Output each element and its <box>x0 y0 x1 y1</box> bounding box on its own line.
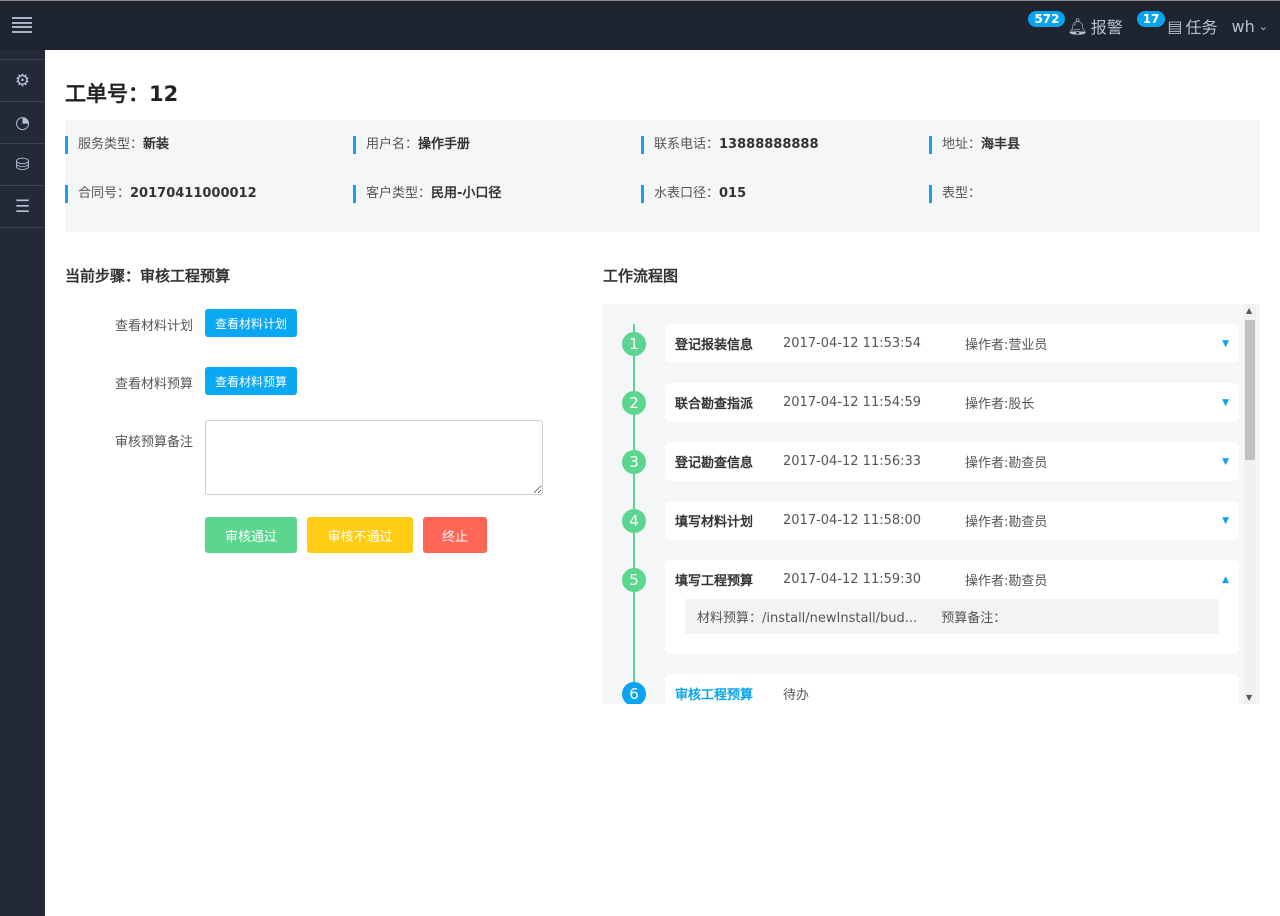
step-time: 2017-04-12 11:58:00 <box>783 513 922 528</box>
info-field: 水表口径：015 <box>641 185 746 203</box>
step-operator: 操作者:勘查员 <box>965 515 1048 530</box>
server-icon[interactable]: ☰ <box>0 186 45 228</box>
plan-label: 查看材料计划 <box>114 319 193 334</box>
flow-item[interactable]: 审核工程预算 待办 <box>665 674 1239 704</box>
step-time: 2017-04-12 11:53:54 <box>783 336 922 351</box>
step-name: 登记勘查信息 <box>675 456 754 471</box>
bell-icon: 🔔︎ <box>1067 16 1088 36</box>
info-label: 用户名： <box>366 137 419 152</box>
task-badge: 17 <box>1136 11 1166 27</box>
info-label: 客户类型： <box>366 186 432 201</box>
scroll-down-icon[interactable]: ▼ <box>1246 693 1253 702</box>
reject-button[interactable]: 审核不通过 <box>307 517 413 553</box>
info-field: 服务类型：新装 <box>65 136 169 154</box>
dashboard-icon[interactable]: ◔ <box>0 102 45 144</box>
remark-label: 审核预算备注 <box>114 435 193 450</box>
info-label: 水表口径： <box>654 186 720 201</box>
caret-down-icon[interactable]: ▼ <box>1222 338 1229 349</box>
step-name: 填写材料计划 <box>675 515 754 530</box>
scrollbar[interactable]: ▲ ▼ <box>1244 304 1256 704</box>
step-time: 2017-04-12 11:59:30 <box>783 572 922 587</box>
info-value: 海丰县 <box>981 137 1021 152</box>
step-number: 3 <box>622 450 646 474</box>
current-step-title: 当前步骤：审核工程预算 <box>65 267 231 285</box>
budget-label: 查看材料预算 <box>114 377 193 392</box>
info-label: 合同号： <box>78 186 131 201</box>
order-info: 服务类型：新装 用户名：操作手册 联系电话：13888888888 地址：海丰县合同号… <box>65 120 1260 232</box>
flow-item[interactable]: 登记报装信息 2017-04-12 11:53:54 操作者:营业员 ▼ <box>665 324 1239 363</box>
step-time: 2017-04-12 11:54:59 <box>783 395 922 410</box>
info-field: 地址：海丰县 <box>929 136 1020 154</box>
approve-button[interactable]: 审核通过 <box>205 517 297 553</box>
flow-item[interactable]: 填写工程预算 2017-04-12 11:59:30 操作者:勘查员 ▲ 材料预算：/i… <box>665 560 1239 654</box>
caret-down-icon[interactable]: ▼ <box>1222 397 1229 408</box>
info-field: 联系电话：13888888888 <box>641 136 819 154</box>
task-icon: ▤ <box>1167 16 1183 36</box>
info-value: 015 <box>719 186 747 201</box>
info-label: 表型： <box>942 186 982 201</box>
alarm-button[interactable]: 572 🔔︎ 报警 <box>1028 11 1123 38</box>
info-field: 用户名：操作手册 <box>353 136 470 154</box>
flow-item[interactable]: 登记勘查信息 2017-04-12 11:56:33 操作者:勘查员 ▼ <box>665 442 1239 481</box>
info-value: 新装 <box>143 137 170 152</box>
menu-toggle-icon[interactable] <box>12 17 32 33</box>
alarm-badge: 572 <box>1028 11 1066 27</box>
caret-down-icon[interactable]: ▼ <box>1222 456 1229 467</box>
flow-title: 工作流程图 <box>603 267 679 285</box>
drive-icon[interactable]: ⛁ <box>0 144 45 186</box>
step-detail: 材料预算：/install/newInstall/bud... 预算备注： <box>685 599 1219 634</box>
gear-icon[interactable]: ⚙ <box>0 60 45 102</box>
workflow-panel: 1 登记报装信息 2017-04-12 11:53:54 操作者:营业员 ▼ 2 联合勘查指… <box>603 304 1260 704</box>
sidebar: ⚙ ◔ ⛁ ☰ <box>0 50 45 916</box>
step-operator: 操作者:勘查员 <box>965 574 1048 589</box>
info-field: 客户类型：民用-小口径 <box>353 185 501 203</box>
sidebar-spacer <box>0 50 45 60</box>
info-field: 合同号：20170411000012 <box>65 185 257 203</box>
scrollbar-thumb[interactable] <box>1245 320 1255 460</box>
step-operator: 操作者:营业员 <box>965 338 1048 353</box>
budget-link[interactable]: 材料预算：/install/newInstall/bud... <box>697 611 918 626</box>
view-plan-button[interactable]: 查看材料计划 <box>205 309 297 337</box>
remark-input[interactable] <box>205 420 543 495</box>
flow-item[interactable]: 填写材料计划 2017-04-12 11:58:00 操作者:勘查员 ▼ <box>665 501 1239 540</box>
step-name: 联合勘查指派 <box>675 397 754 412</box>
info-value: 13888888888 <box>719 137 819 152</box>
step-number: 6 <box>622 682 646 704</box>
info-label: 地址： <box>942 137 982 152</box>
step-time: 待办 <box>783 688 810 703</box>
step-name: 填写工程预算 <box>675 574 754 589</box>
step-name: 审核工程预算 <box>675 688 754 703</box>
step-operator: 操作者:股长 <box>965 397 1035 412</box>
info-label: 联系电话： <box>654 137 720 152</box>
info-label: 服务类型： <box>78 137 144 152</box>
caret-up-icon[interactable]: ▲ <box>1222 574 1229 585</box>
info-value: 操作手册 <box>418 137 471 152</box>
step-time: 2017-04-12 11:56:33 <box>783 454 922 469</box>
info-value: 20170411000012 <box>130 186 257 201</box>
page-title: 工单号：12 <box>65 82 179 106</box>
stop-button[interactable]: 终止 <box>423 517 487 553</box>
info-value: 民用-小口径 <box>431 186 502 201</box>
top-nav: 572 🔔︎ 报警 17 ▤ 任务 wh ⌄ <box>1028 1 1268 51</box>
user-menu[interactable]: wh ⌄ <box>1231 16 1268 36</box>
step-operator: 操作者:勘查员 <box>965 456 1048 471</box>
flow-item[interactable]: 联合勘查指派 2017-04-12 11:54:59 操作者:股长 ▼ <box>665 383 1239 422</box>
view-budget-button[interactable]: 查看材料预算 <box>205 367 297 395</box>
info-field: 表型： <box>929 185 981 203</box>
step-number: 2 <box>622 391 646 415</box>
scroll-up-icon[interactable]: ▲ <box>1246 306 1253 315</box>
top-bar: 572 🔔︎ 报警 17 ▤ 任务 wh ⌄ <box>0 0 1280 50</box>
step-name: 登记报装信息 <box>675 338 754 353</box>
task-button[interactable]: 17 ▤ 任务 <box>1136 11 1218 38</box>
step-number: 1 <box>622 332 646 356</box>
chevron-down-icon: ⌄ <box>1258 19 1268 33</box>
step-number: 4 <box>622 509 646 533</box>
budget-remark: 预算备注： <box>941 611 1007 626</box>
step-number: 5 <box>622 568 646 592</box>
caret-down-icon[interactable]: ▼ <box>1222 515 1229 526</box>
